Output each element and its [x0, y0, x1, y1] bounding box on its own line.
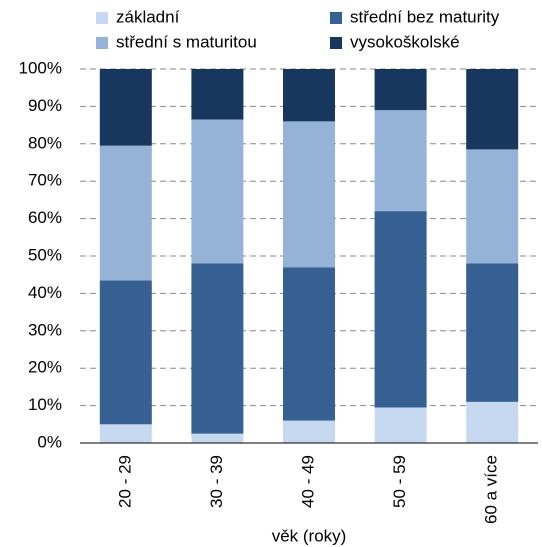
bar-segment — [466, 263, 519, 402]
y-tick-label: 40% — [28, 283, 62, 302]
y-tick-label: 20% — [28, 358, 62, 377]
y-tick-label: 80% — [28, 133, 62, 152]
y-tick-label: 10% — [28, 395, 62, 414]
y-tick-label: 70% — [28, 171, 62, 190]
bar-segment — [374, 69, 427, 111]
y-tick-label: 0% — [37, 432, 62, 451]
legend-label: střední bez maturity — [350, 7, 500, 26]
y-tick-label: 30% — [28, 320, 62, 339]
x-tick-label: 50 - 59 — [390, 455, 409, 508]
legend-swatch — [96, 12, 108, 24]
y-tick-label: 60% — [28, 208, 62, 227]
bar-segment — [374, 407, 427, 443]
bar-segment — [283, 420, 335, 443]
legend-swatch — [330, 12, 342, 24]
bar-segment — [466, 401, 519, 443]
y-tick-label: 100% — [19, 58, 62, 77]
bar-segment — [191, 433, 244, 443]
x-tick-label: 40 - 49 — [298, 455, 317, 508]
bar-segment — [191, 69, 244, 120]
bar-segment — [99, 145, 152, 281]
bar-segment — [99, 424, 152, 443]
bar-segment — [466, 149, 519, 264]
legend-swatch — [96, 37, 108, 49]
bar-segment — [283, 267, 335, 421]
legend-swatch — [330, 37, 342, 49]
bar-segment — [374, 110, 427, 212]
x-tick-label: 30 - 39 — [207, 455, 226, 508]
y-tick-label: 50% — [28, 245, 62, 264]
legend-label: vysokoškolské — [350, 32, 460, 51]
x-tick-label: 60 a více — [482, 455, 501, 524]
legend-label: základní — [116, 7, 180, 26]
bar-segment — [191, 119, 244, 264]
x-axis-label: věk (roky) — [272, 526, 347, 545]
y-tick-label: 90% — [28, 96, 62, 115]
bar-segment — [99, 69, 152, 146]
bar-segment — [99, 280, 152, 425]
bar-segment — [283, 69, 335, 122]
bar-segment — [466, 69, 519, 150]
bar-segment — [283, 121, 335, 268]
x-tick-label: 20 - 29 — [115, 455, 134, 508]
legend-label: střední s maturitou — [116, 32, 257, 51]
bar-segment — [374, 211, 427, 408]
bar-segment — [191, 263, 244, 434]
